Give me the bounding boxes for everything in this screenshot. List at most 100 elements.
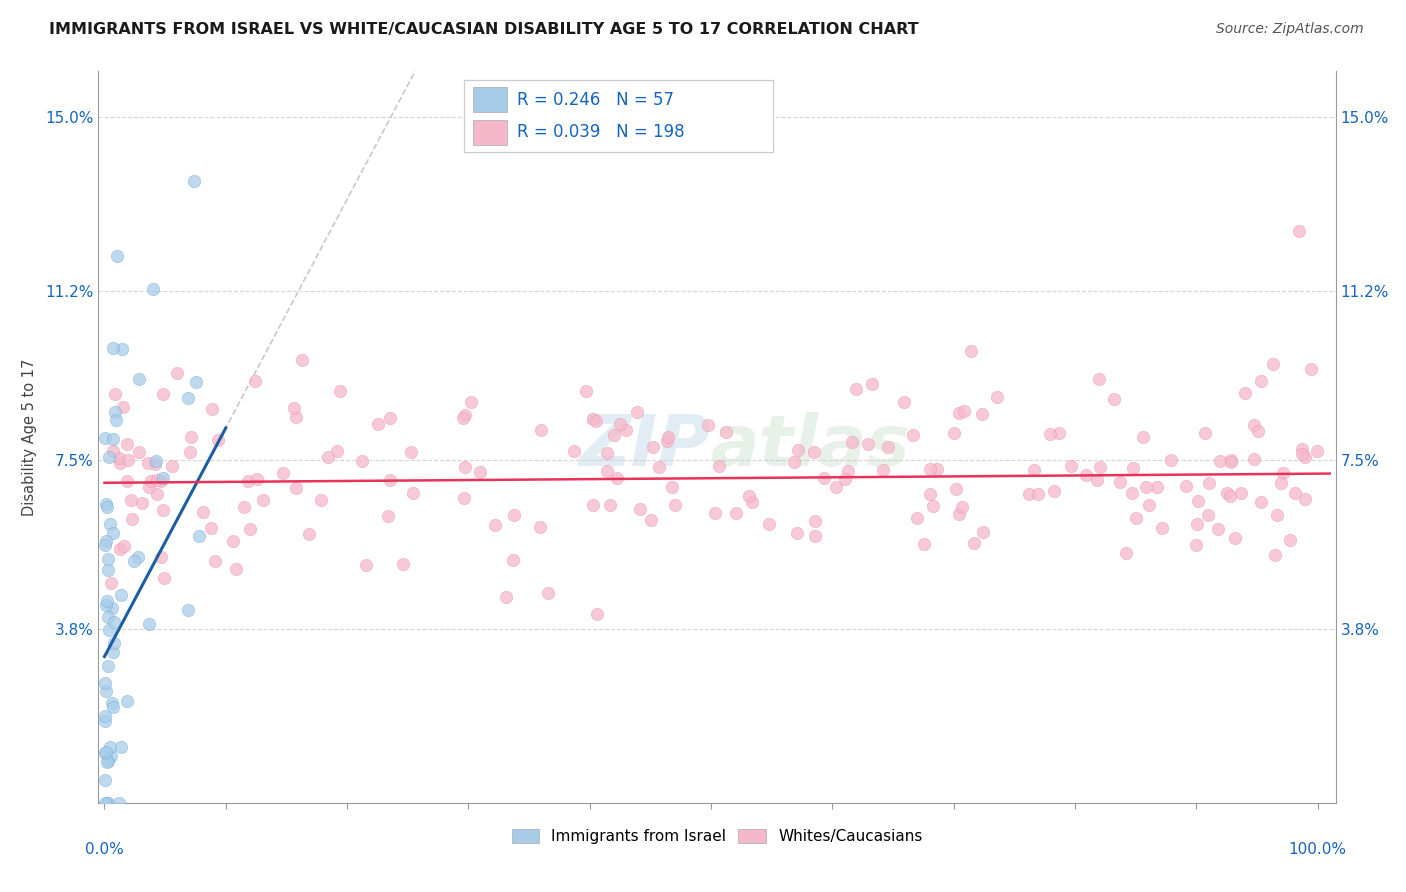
Point [105,249,128,263]
Point [94,598,117,612]
Point [1146,480,1168,494]
Point [1187,494,1209,508]
Point [453,491,475,505]
Point [1060,458,1083,473]
Point [96,533,118,548]
Point [845,382,868,396]
Point [101,341,124,355]
Point [628,502,651,516]
Text: 100.0%: 100.0% [1288,842,1347,856]
Point [948,406,970,420]
Point [318,450,340,464]
Point [707,458,730,473]
Point [697,418,720,433]
Point [399,445,422,459]
Point [204,554,226,568]
Point [176,602,198,616]
Point [1263,358,1285,372]
Point [1250,374,1272,388]
Point [502,553,524,567]
Point [1301,361,1323,376]
Point [1288,224,1310,238]
Point [115,694,138,708]
Point [1270,475,1292,490]
Point [813,471,835,485]
Point [1272,467,1295,481]
Point [146,487,169,501]
Point [100,749,122,764]
Point [96,594,118,608]
Point [914,537,936,551]
Point [858,437,880,451]
Legend: Immigrants from Israel, Whites/Caucasians: Immigrants from Israel, Whites/Caucasian… [505,822,929,850]
Point [922,499,945,513]
Point [97,623,120,637]
Point [972,525,994,540]
Point [725,506,748,520]
Point [586,607,609,621]
Point [962,536,984,550]
Point [804,514,827,528]
Point [207,433,229,447]
Point [238,474,260,488]
Point [661,480,683,494]
Point [1122,460,1144,475]
Point [943,426,966,441]
Point [1185,516,1208,531]
Point [283,401,305,415]
Point [1294,450,1316,464]
Point [714,425,737,440]
Point [145,454,167,468]
Point [603,428,626,442]
Point [97,552,120,566]
Point [117,474,139,488]
Point [1230,486,1253,500]
Y-axis label: Disability Age 5 to 17: Disability Age 5 to 17 [22,359,37,516]
Point [1175,479,1198,493]
Point [141,474,163,488]
Point [783,455,806,469]
Point [824,480,846,494]
Point [143,458,166,472]
Point [1243,451,1265,466]
Point [128,444,150,458]
Point [1028,487,1050,501]
Point [1088,460,1111,475]
Point [222,534,245,549]
Point [325,443,347,458]
Point [246,472,269,486]
Point [918,487,941,501]
Point [180,430,202,444]
Point [1022,463,1045,477]
Point [110,589,132,603]
Point [136,456,159,470]
Point [111,342,134,356]
Point [641,440,664,454]
Point [1234,386,1257,401]
Point [530,423,553,437]
Point [117,453,139,467]
Point [948,507,970,521]
Point [741,494,763,508]
Point [187,529,209,543]
Point [1197,508,1219,523]
Point [1209,454,1232,468]
Point [837,464,859,478]
Point [1109,475,1132,489]
Point [582,498,605,512]
Point [648,460,671,475]
Point [93,538,115,552]
Point [350,454,373,468]
Point [98,517,121,532]
Point [786,526,808,541]
Point [97,754,120,768]
Point [150,550,173,565]
Point [96,755,118,769]
Point [1291,447,1313,461]
Point [117,437,139,451]
Point [1247,424,1270,438]
Point [149,474,172,488]
Point [1243,418,1265,433]
Point [367,417,389,431]
Point [271,466,294,480]
